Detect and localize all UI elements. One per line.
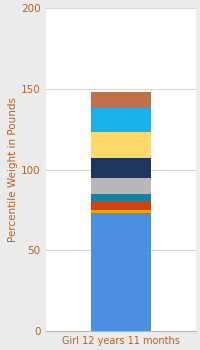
- Bar: [91, 108, 151, 132]
- Bar: [91, 213, 151, 331]
- Bar: [91, 92, 151, 108]
- Y-axis label: Percentile Weight in Pounds: Percentile Weight in Pounds: [8, 97, 18, 242]
- Bar: [91, 194, 151, 202]
- Bar: [91, 132, 151, 158]
- Bar: [91, 178, 151, 194]
- Bar: [91, 210, 151, 213]
- Bar: [91, 158, 151, 178]
- Bar: [91, 202, 151, 210]
